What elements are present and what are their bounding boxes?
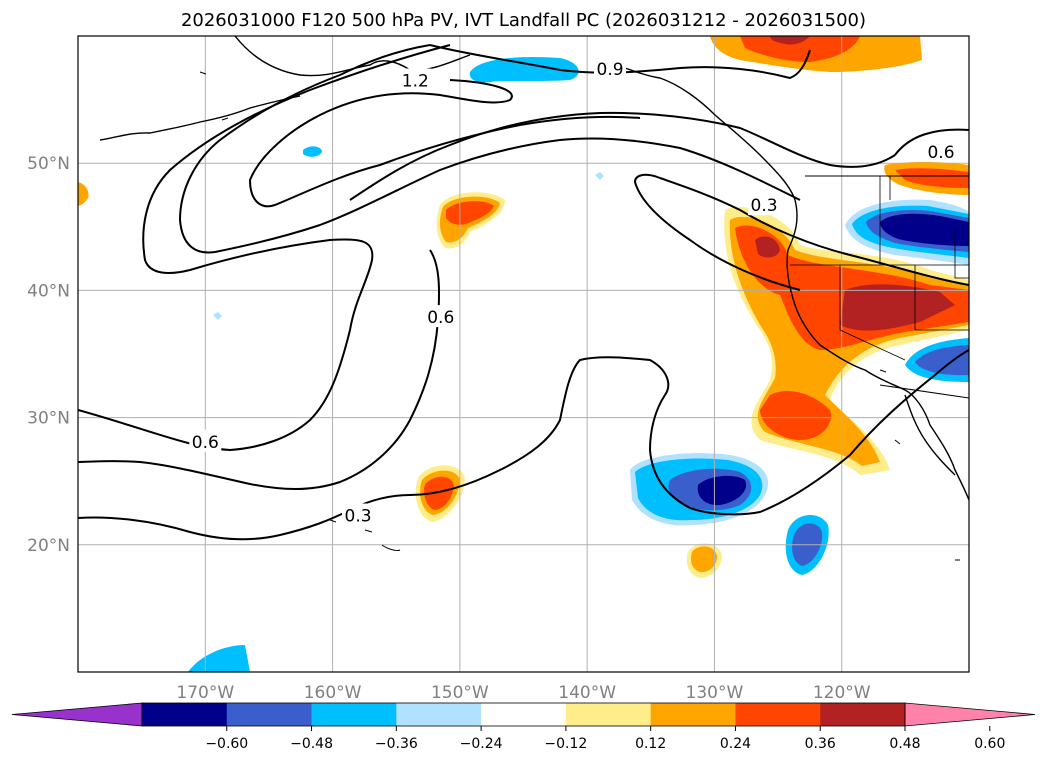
colorbar-swatch (820, 703, 906, 726)
contour-label-bg (748, 193, 781, 216)
map-title: 2026031000 F120 500 hPa PV, IVT Landfall… (180, 10, 867, 31)
pv-contours (78, 44, 969, 541)
pc-shade-positive-midpacific-3 (446, 201, 494, 225)
colorbar-tick-label: 0.36 (805, 736, 836, 752)
pc-shade-negative-small-2 (188, 645, 250, 672)
contour-label-bg (342, 503, 375, 526)
pc-shade-positive-alaska-2 (740, 36, 860, 62)
colorbar-swatch (735, 703, 821, 726)
map-grid (78, 36, 969, 672)
pc-shade-negative-southwest-2 (915, 345, 969, 376)
colorbar-extend-max (904, 702, 1036, 727)
colorbar-tick-label: −0.48 (290, 736, 333, 752)
colorbar-tick-label: 0.12 (635, 736, 666, 752)
longitude-label: 140°W (558, 683, 616, 703)
colorbar-swatch (142, 703, 228, 726)
latitude-labels: 20°N 30°N 40°N 50°N (27, 154, 70, 556)
pv-contour-labels: 1.2 0.9 0.6 0.3 0.6 0.6 0.3 (189, 57, 957, 527)
longitude-label: 120°W (813, 683, 871, 703)
colorbar-tick-label: 0.48 (889, 736, 920, 752)
contour-label: 0.9 (597, 60, 624, 80)
border-us-mexico (879, 384, 969, 399)
pc-shade-positive-edge (78, 182, 89, 206)
colorbar-tick-label: −0.60 (205, 736, 248, 752)
latitude-label: 50°N (27, 154, 70, 174)
colorbar-swatch (396, 703, 482, 726)
pc-shade-negative-gulf-alaska (469, 56, 579, 83)
contour-label-bg (189, 429, 222, 452)
pc-shade-negative-interior-4 (880, 213, 969, 246)
colorbar-tick-label: −0.12 (544, 736, 587, 752)
longitude-label: 150°W (431, 683, 489, 703)
map-frame (77, 35, 970, 673)
pc-shade-negative-small-1 (303, 146, 322, 157)
colorbar-tick-label: 0.60 (974, 736, 1005, 752)
contour-label-bg (924, 139, 957, 162)
coastline-panhandle (599, 59, 969, 501)
contour-label: 1.2 (402, 72, 429, 92)
latitude-label: 30°N (27, 409, 70, 429)
border-state-2 (839, 176, 969, 361)
pv-contour-0p6-mid (78, 249, 441, 490)
latitude-label: 20°N (27, 536, 70, 556)
colorbar-swatch (481, 703, 567, 726)
coastline-aleutians (99, 95, 301, 141)
coastlines (99, 36, 969, 561)
contour-label-bg (594, 57, 627, 80)
colorbar-tick-label: 0.24 (720, 736, 751, 752)
colorbar-extend-min (11, 702, 143, 727)
contour-label: 0.3 (345, 507, 372, 527)
pc-shade-positive-bc-2 (895, 168, 969, 188)
pc-shade-negative-subtropical-4 (697, 475, 747, 506)
contour-label: 0.3 (751, 196, 778, 216)
longitude-label: 130°W (686, 683, 744, 703)
colorbar-tick-label: −0.24 (460, 736, 503, 752)
contour-label: 0.6 (927, 143, 954, 163)
pc-shade-positive-west-coast-5 (840, 284, 955, 331)
longitude-label: 170°W (176, 683, 234, 703)
colorbar-swatch (565, 703, 652, 726)
colorbar-swatch (311, 703, 397, 726)
pc-shade-positive-hawaii-3 (424, 476, 454, 510)
pc-shade-negative-small-3 (213, 312, 222, 320)
colorbar: −0.60 −0.48 −0.36 −0.24 −0.12 0.12 0.24 0.36 0.4… (11, 702, 1036, 752)
contour-label-bg (424, 305, 457, 328)
longitude-label: 160°W (304, 683, 362, 703)
contour-label-bg (399, 68, 432, 91)
coastline-islands-small (199, 71, 960, 561)
pc-shade-negative-small-4 (595, 172, 604, 180)
contour-label: 0.6 (427, 308, 454, 328)
pc-shade-positive-west-coast-4 (760, 390, 831, 440)
colorbar-outline (141, 702, 906, 727)
pc-shade-positive-south-2 (690, 546, 717, 573)
latitude-label: 40°N (27, 281, 70, 301)
pc-shade-positive-west-coast-6 (755, 236, 780, 258)
pc-shading (78, 36, 969, 672)
pc-shade-positive-alaska-3 (770, 36, 810, 45)
pv-contour-0p3 (78, 173, 969, 541)
coastline-baja (904, 394, 956, 476)
longitude-labels: 170°W 160°W 150°W 140°W 130°W 120°W (176, 683, 870, 703)
colorbar-swatch (226, 703, 313, 726)
pv-contour-1p2 (248, 79, 641, 208)
pv-contour-0p6-upper (78, 44, 969, 452)
colorbar-tick-label: −0.36 (375, 736, 418, 752)
contour-label: 0.6 (192, 433, 219, 453)
colorbar-swatch (650, 703, 736, 726)
hawaii-islands (329, 519, 401, 551)
